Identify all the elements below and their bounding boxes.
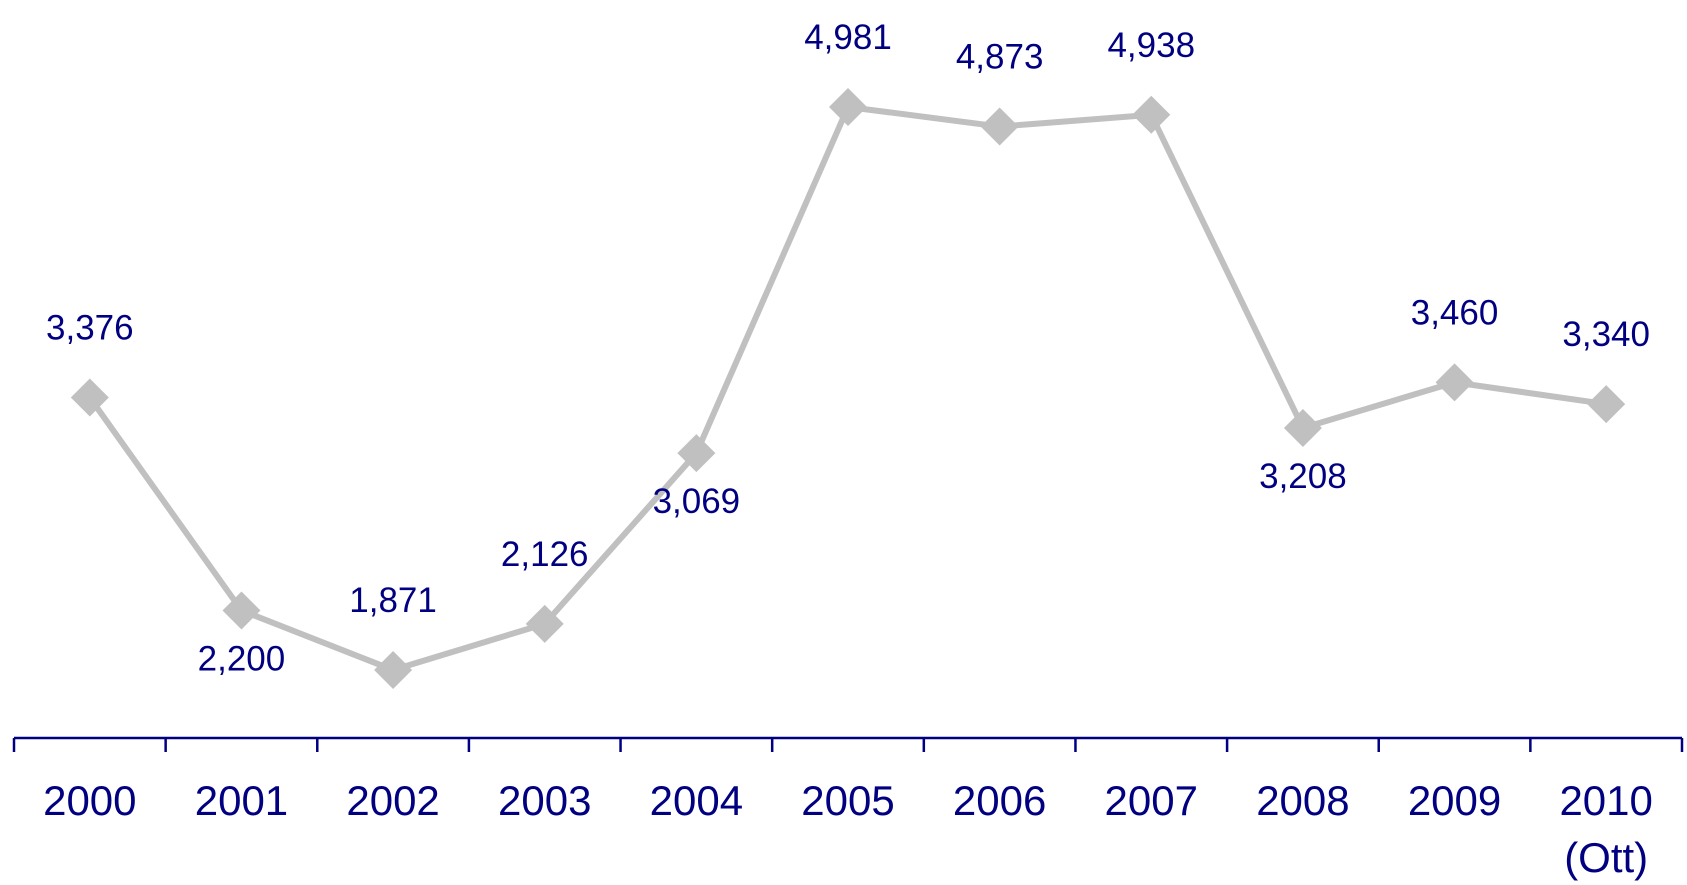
x-tick-label: 2010 (Ott): [1559, 777, 1652, 881]
x-tick-label: 2009: [1408, 777, 1501, 824]
x-tick-label: 2006: [953, 777, 1046, 824]
x-tick-label: 2007: [1105, 777, 1198, 824]
data-label: 3,460: [1411, 293, 1499, 332]
data-point-marker: [1132, 95, 1171, 134]
x-tick-label: 2004: [650, 777, 743, 824]
series: [70, 88, 1626, 689]
data-label: 4,981: [804, 18, 892, 57]
x-tick-label: 2000: [43, 777, 136, 824]
data-label: 3,376: [46, 309, 134, 348]
x-tick-label: 2001: [195, 777, 288, 824]
data-point-marker: [829, 88, 867, 126]
data-label: 2,200: [198, 639, 286, 678]
data-label: 2,126: [501, 535, 589, 574]
x-tick-label: 2005: [801, 777, 894, 824]
data-labels: 3,376 2,200 1,871 2,126 3,069 4,981 4,873 4,938…: [46, 18, 1650, 678]
data-label: 3,208: [1259, 457, 1347, 496]
x-tick-label: 2003: [498, 777, 591, 824]
data-point-marker: [1283, 408, 1322, 447]
data-label: 4,938: [1107, 26, 1195, 65]
data-point-marker: [1435, 363, 1474, 402]
data-label: 3,340: [1562, 315, 1650, 354]
data-point-marker: [980, 107, 1019, 146]
data-label: 1,871: [349, 581, 437, 620]
data-label: 3,069: [653, 482, 741, 521]
data-point-marker: [677, 434, 716, 473]
data-point-marker: [70, 378, 109, 417]
data-label: 4,873: [956, 38, 1044, 77]
series-line: [87, 104, 1607, 673]
x-axis: 2000 2001 2002 2003 2004 2005 2006 2007 2008 2009…: [12, 736, 1684, 881]
x-tick-label: 2002: [346, 777, 439, 824]
x-tick-label: 2008: [1256, 777, 1349, 824]
data-point-marker: [1587, 385, 1626, 424]
data-point-marker: [374, 651, 413, 689]
data-point-marker: [222, 591, 261, 630]
data-point-marker: [525, 604, 564, 643]
